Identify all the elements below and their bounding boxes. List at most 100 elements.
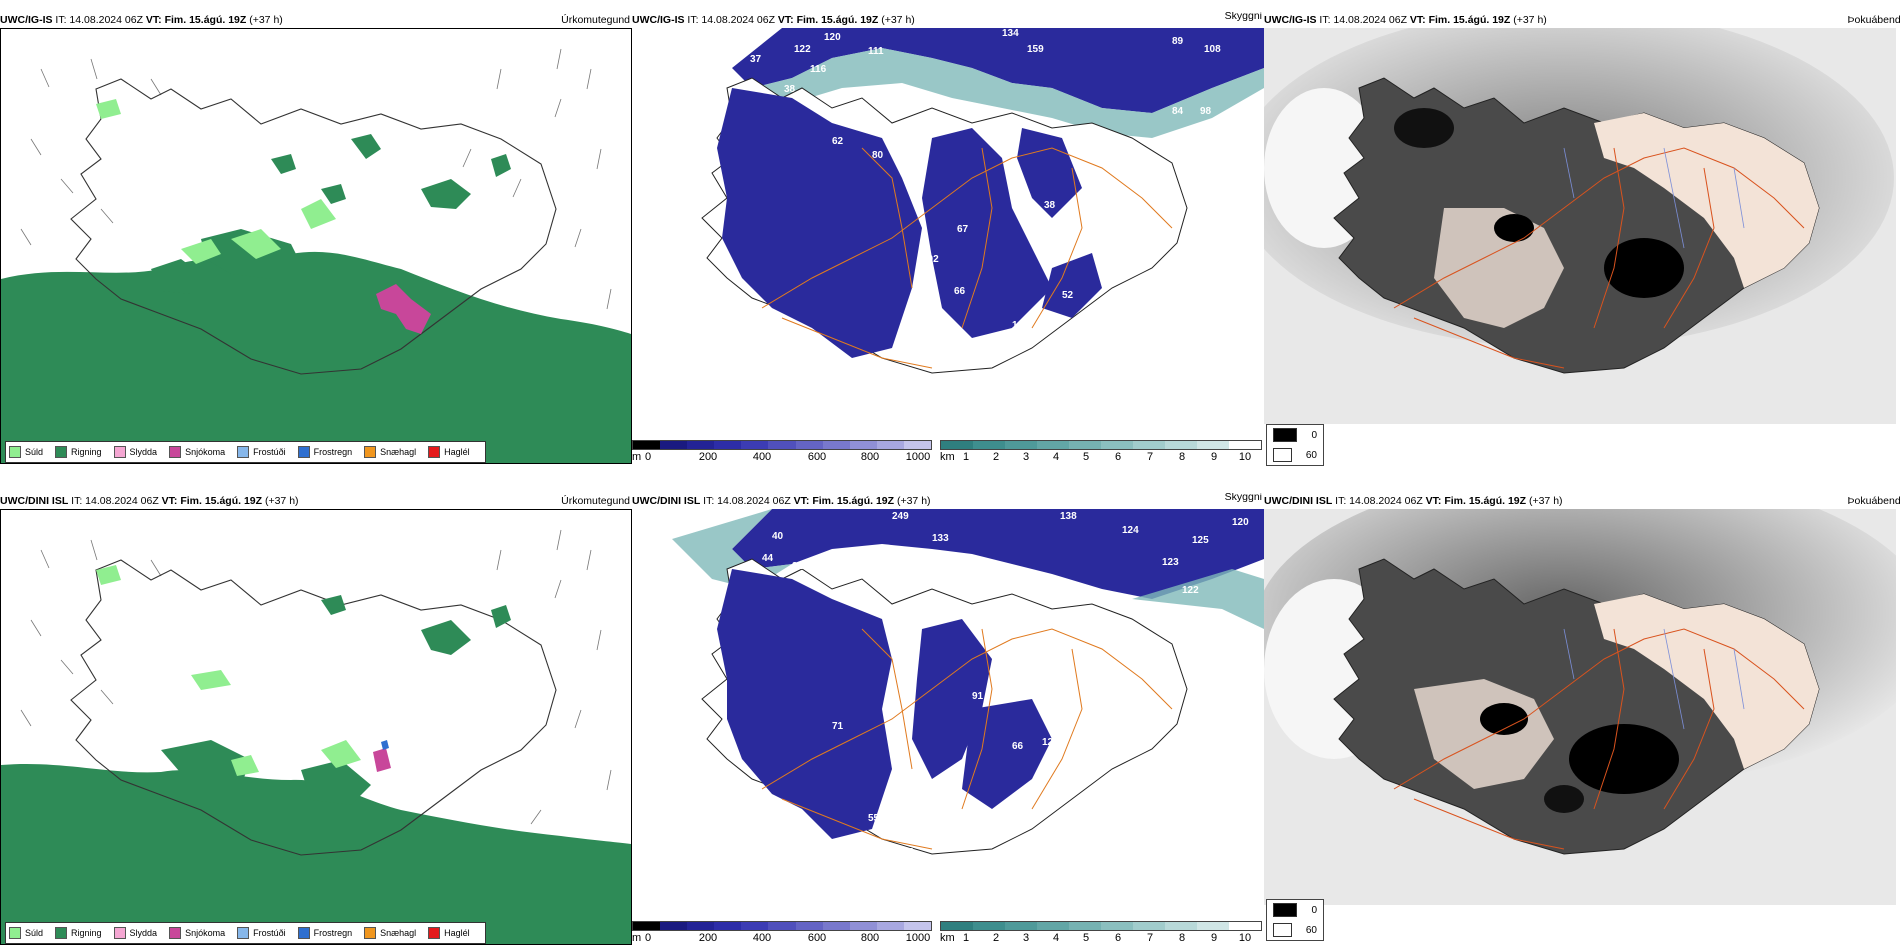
valid-time: Fim. 15.ágú. 19Z xyxy=(796,14,879,26)
vis-value-label: 102 xyxy=(922,254,939,265)
low-cloud-east xyxy=(1017,128,1082,218)
tick-label: 7 xyxy=(1146,451,1154,463)
vis-value-label: 98 xyxy=(1200,106,1212,117)
tick-label: 7 xyxy=(1146,932,1154,944)
legend-swatch xyxy=(1273,923,1292,937)
wind-barbs xyxy=(20,529,612,845)
precip-type-map[interactable]: Súld Rigning Slydda Snjókoma Frostúði Fr… xyxy=(0,28,632,464)
legend-swatch xyxy=(237,927,250,939)
dense-fog-3 xyxy=(1544,785,1584,813)
legend-item-frostudi: Frostúði xyxy=(237,927,286,939)
rivers xyxy=(1563,147,1745,249)
tick-label: 800 xyxy=(860,932,880,944)
colorbar-unit: km xyxy=(940,451,955,463)
visibility-map-svg: 40 249 138 124 120 125 44 32 195 133 123… xyxy=(632,509,1264,905)
vis-value-label: 249 xyxy=(892,511,909,522)
fog-map-svg xyxy=(1264,509,1896,905)
legend-label: Súld xyxy=(25,447,44,457)
legend-item-rigning: Rigning xyxy=(55,446,102,458)
panel-precip-type-row2: UWC/DINI ISL IT: 14.08.2024 06Z VT: Fim.… xyxy=(0,493,632,945)
fog-map[interactable] xyxy=(1264,28,1896,424)
panel-title: Þokuábendi xyxy=(1847,495,1900,507)
visibility-colorbar: km 1 2 3 4 5 6 7 8 9 10 xyxy=(940,921,1262,945)
vt-label: VT: xyxy=(777,14,794,26)
colorbar-bar xyxy=(632,440,932,450)
legend-label: 60 xyxy=(1305,449,1317,461)
model-name: UWC/DINI ISL xyxy=(632,495,701,507)
fog-legend-row: 60 xyxy=(1267,445,1323,465)
visibility-map-svg: 37 122 120 111 134 159 89 108 116 38 62 … xyxy=(632,28,1264,424)
legend-item-frostregn: Frostregn xyxy=(297,927,352,939)
valid-time: Fim. 15.ágú. 19Z xyxy=(1428,14,1511,26)
legend-item-rigning: Rigning xyxy=(55,927,102,939)
dense-fog-2 xyxy=(1494,214,1534,242)
tick-label: 600 xyxy=(807,932,827,944)
visibility-map[interactable]: 37 122 120 111 134 159 89 108 116 38 62 … xyxy=(632,28,1264,440)
vis-value-label: 40 xyxy=(772,531,784,542)
model-name: UWC/IG-IS xyxy=(632,14,685,26)
tick-label: 6 xyxy=(1114,932,1122,944)
vis-value-label: 37 xyxy=(750,54,762,65)
legend-label: 0 xyxy=(1311,904,1317,916)
vis-value-label: 120 xyxy=(1232,517,1249,528)
legend-label: Rigning xyxy=(71,447,102,457)
vt-label: VT: xyxy=(145,14,162,26)
vis-value-label: 120 xyxy=(824,32,841,43)
precip-type-map[interactable]: Súld Rigning Slydda Snjókoma Frostúði Fr… xyxy=(0,509,632,945)
dense-fog-1 xyxy=(1569,724,1679,794)
vis-value-label: 159 xyxy=(1027,44,1044,55)
tick-label: 400 xyxy=(752,451,772,463)
vis-value-label: 91 xyxy=(972,691,984,702)
rain-band xyxy=(1,251,631,463)
tick-label: 6 xyxy=(1114,451,1122,463)
legend-swatch xyxy=(9,927,21,939)
tick-label: 3 xyxy=(1022,932,1030,944)
legend-swatch xyxy=(55,927,68,939)
tick-label: 4 xyxy=(1052,451,1060,463)
panel-header: UWC/IG-IS IT: 14.08.2024 06Z VT: Fim. 15… xyxy=(0,12,632,28)
tick-label: 9 xyxy=(1210,451,1218,463)
panel-header: UWC/DINI ISL IT: 14.08.2024 06Z VT: Fim.… xyxy=(0,493,632,509)
tick-label: 4 xyxy=(1052,932,1060,944)
dense-fog-3 xyxy=(1394,108,1454,148)
tick-label: 400 xyxy=(752,932,772,944)
vis-value-label: 66 xyxy=(954,286,966,297)
panel-title: Þokuábendi xyxy=(1847,14,1900,26)
legend-item-haglel: Haglél xyxy=(428,927,470,939)
drizzle-patches xyxy=(96,565,361,776)
vis-value-label: 120 xyxy=(1042,737,1059,748)
dense-fog-1 xyxy=(1604,238,1684,298)
vis-value-label: 125 xyxy=(1192,535,1209,546)
legend-label: Súld xyxy=(25,928,44,938)
vis-value-label: 49 xyxy=(794,821,806,832)
vis-value-label: 67 xyxy=(957,224,969,235)
colorbar-unit: m xyxy=(632,451,642,463)
vis-value-label: 195 xyxy=(832,565,849,576)
legend-label: 0 xyxy=(1311,429,1317,441)
model-name: UWC/IG-IS xyxy=(1264,14,1317,26)
tick-label: 1000 xyxy=(905,451,931,463)
vis-value-label: 71 xyxy=(832,721,844,732)
lead-time: (+37 h) xyxy=(896,495,931,507)
init-time: IT: 14.08.2024 06Z xyxy=(687,14,775,26)
model-name: UWC/DINI ISL xyxy=(1264,495,1333,507)
legend-item-snaehagl: Snæhagl xyxy=(364,927,416,939)
tick-label: 8 xyxy=(1178,932,1186,944)
panel-title: Skyggni xyxy=(1224,12,1262,22)
legend-label: Haglél xyxy=(444,928,470,938)
legend-swatch xyxy=(297,446,310,458)
visibility-map[interactable]: 40 249 138 124 120 125 44 32 195 133 123… xyxy=(632,509,1264,921)
lead-time: (+37 h) xyxy=(264,495,299,507)
tick-label: 600 xyxy=(807,451,827,463)
model-name: UWC/DINI ISL xyxy=(0,495,69,507)
colorbar-unit: m xyxy=(632,932,642,944)
legend-swatch xyxy=(428,446,441,458)
road-network xyxy=(761,628,1173,850)
fog-legend: 0 60 xyxy=(1266,899,1324,941)
colorbar-unit: km xyxy=(940,932,955,944)
legend-swatch xyxy=(1273,428,1298,442)
tick-label: 2 xyxy=(992,932,1000,944)
init-time: IT: 14.08.2024 06Z xyxy=(55,14,143,26)
fog-map[interactable] xyxy=(1264,509,1896,905)
legend-swatch xyxy=(237,446,250,458)
